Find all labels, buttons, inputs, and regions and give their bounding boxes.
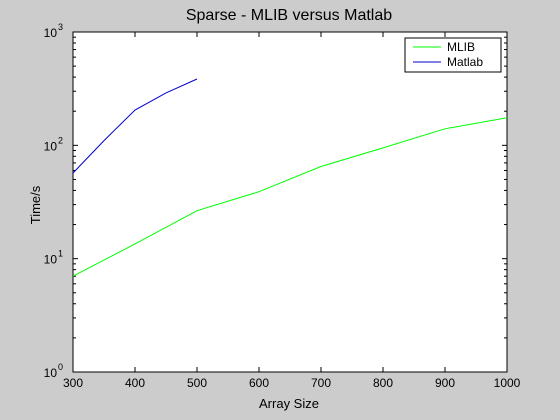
x-tick-label: 1000	[494, 376, 521, 390]
chart-title: Sparse - MLIB versus Matlab	[186, 7, 392, 24]
y-tick-label: 10	[44, 253, 58, 267]
x-axis: 300 400 500 600 700 800 900 1000	[63, 32, 521, 390]
series-lines	[72, 78, 508, 277]
x-tick-label: 700	[311, 376, 331, 390]
y-tick-label: 10	[44, 26, 58, 40]
y-tick-exponent: 0	[58, 362, 63, 372]
series-line-matlab	[72, 78, 198, 174]
x-tick-label: 600	[249, 376, 269, 390]
x-axis-label: Array Size	[259, 396, 319, 411]
x-tick-label: 400	[125, 376, 145, 390]
legend-label-matlab: Matlab	[447, 55, 483, 69]
y-tick-exponent: 3	[58, 22, 63, 32]
x-tick-label: 300	[63, 376, 83, 390]
series-line-mlib	[72, 117, 508, 277]
x-tick-label: 800	[373, 376, 393, 390]
y-tick-exponent: 2	[58, 135, 63, 145]
y-tick-label: 10	[44, 139, 58, 153]
legend-label-mlib: MLIB	[447, 40, 475, 54]
plot-area	[72, 31, 508, 373]
x-tick-label: 900	[435, 376, 455, 390]
x-tick-label: 500	[187, 376, 207, 390]
legend: MLIB Matlab	[404, 37, 502, 73]
legend-box	[404, 37, 502, 73]
y-axis-label: Time/s	[28, 185, 43, 224]
y-tick-exponent: 1	[58, 249, 63, 259]
y-tick-label: 10	[44, 366, 58, 380]
